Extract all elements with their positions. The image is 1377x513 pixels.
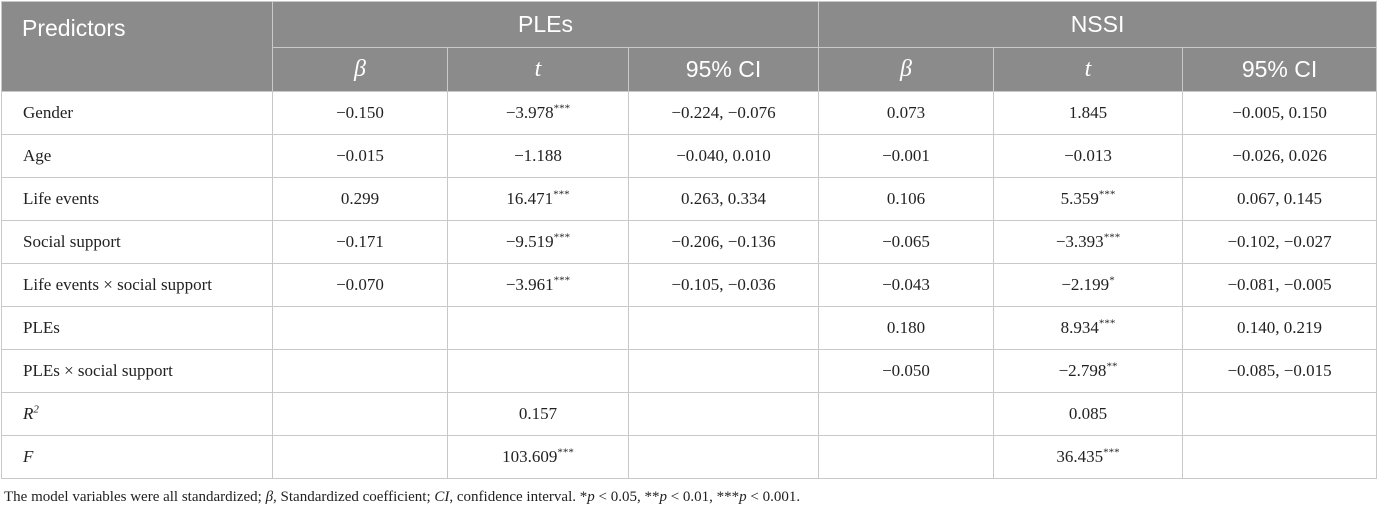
cell-nssi-t: −2.798** [993, 349, 1184, 393]
row-label: R2 [1, 392, 273, 436]
cell-ples-ci [627, 392, 820, 436]
cell-ples-t: 103.609*** [447, 435, 629, 479]
cell-nssi-beta: −0.050 [818, 349, 995, 393]
cell-nssi-t: −0.013 [993, 134, 1184, 178]
header-ples-beta: β [272, 47, 448, 92]
cell-nssi-beta: −0.001 [818, 134, 995, 178]
cell-ples-t: −3.961*** [447, 263, 629, 307]
cell-nssi-t: 0.085 [993, 392, 1184, 436]
row-label: Gender [1, 91, 273, 135]
cell-ples-ci [627, 349, 820, 393]
cell-ples-ci: 0.263, 0.334 [627, 177, 820, 221]
table-row: Life events × social support −0.070 −3.961… [1, 263, 1377, 307]
cell-ples-t: 16.471*** [447, 177, 629, 221]
cell-ples-beta [272, 349, 448, 393]
row-label: PLEs × social support [1, 349, 273, 393]
table-row: PLEs 0.180 8.934*** 0.140, 0.219 [1, 306, 1377, 350]
cell-nssi-beta: 0.180 [818, 306, 995, 350]
table-header: Predictors PLEs NSSI β t 95% CI β t 95% … [1, 1, 1377, 92]
cell-ples-ci [627, 435, 820, 479]
cell-ples-beta: −0.070 [272, 263, 448, 307]
header-nssi-beta: β [818, 47, 995, 92]
header-nssi-t: t [993, 47, 1184, 92]
header-group-ples: PLEs [271, 1, 820, 48]
table-footnote: The model variables were all standardize… [4, 489, 801, 505]
cell-ples-ci [627, 306, 820, 350]
cell-ples-beta: −0.015 [272, 134, 448, 178]
cell-nssi-t: −2.199* [993, 263, 1184, 307]
cell-nssi-beta: 0.073 [818, 91, 995, 135]
cell-nssi-beta [818, 435, 995, 479]
cell-ples-ci: −0.224, −0.076 [627, 91, 820, 135]
cell-ples-ci: −0.206, −0.136 [627, 220, 820, 264]
header-predictors: Predictors [1, 1, 273, 92]
cell-ples-ci: −0.040, 0.010 [627, 134, 820, 178]
cell-nssi-beta: −0.043 [818, 263, 995, 307]
table-row: Life events 0.299 16.471*** 0.263, 0.334 0.1… [1, 177, 1377, 221]
header-group-nssi: NSSI [818, 1, 1377, 48]
row-label: Life events × social support [1, 263, 273, 307]
header-ples-t: t [447, 47, 629, 92]
cell-nssi-ci: −0.085, −0.015 [1182, 349, 1377, 393]
table-row: PLEs × social support −0.050 −2.798** −0.08… [1, 349, 1377, 393]
cell-nssi-t: 5.359*** [993, 177, 1184, 221]
cell-nssi-ci: −0.026, 0.026 [1182, 134, 1377, 178]
cell-ples-t: −1.188 [447, 134, 629, 178]
cell-nssi-ci: −0.005, 0.150 [1182, 91, 1377, 135]
table-row: Age −0.015 −1.188 −0.040, 0.010 −0.001 −0.013… [1, 134, 1377, 178]
cell-ples-beta [272, 306, 448, 350]
cell-ples-beta [272, 435, 448, 479]
table-row: R2 0.157 0.085 [1, 392, 1377, 436]
header-nssi-ci: 95% CI [1182, 47, 1377, 92]
cell-ples-beta: 0.299 [272, 177, 448, 221]
cell-nssi-ci: 0.067, 0.145 [1182, 177, 1377, 221]
row-label: Social support [1, 220, 273, 264]
cell-ples-t [447, 349, 629, 393]
cell-ples-t [447, 306, 629, 350]
cell-ples-beta [272, 392, 448, 436]
cell-nssi-beta: −0.065 [818, 220, 995, 264]
table-body: Gender −0.150 −3.978*** −0.224, −0.076 0.073… [1, 91, 1377, 479]
cell-nssi-t: 1.845 [993, 91, 1184, 135]
cell-nssi-beta [818, 392, 995, 436]
cell-nssi-beta: 0.106 [818, 177, 995, 221]
cell-nssi-ci [1182, 435, 1377, 479]
row-label: F [1, 435, 273, 479]
cell-ples-t: 0.157 [447, 392, 629, 436]
row-label: Age [1, 134, 273, 178]
row-label: PLEs [1, 306, 273, 350]
cell-nssi-ci [1182, 392, 1377, 436]
cell-nssi-ci: −0.102, −0.027 [1182, 220, 1377, 264]
cell-nssi-ci: −0.081, −0.005 [1182, 263, 1377, 307]
cell-ples-beta: −0.171 [272, 220, 448, 264]
cell-nssi-t: 8.934*** [993, 306, 1184, 350]
row-label: Life events [1, 177, 273, 221]
cell-ples-ci: −0.105, −0.036 [627, 263, 820, 307]
cell-nssi-t: −3.393*** [993, 220, 1184, 264]
cell-ples-t: −3.978*** [447, 91, 629, 135]
cell-ples-beta: −0.150 [272, 91, 448, 135]
cell-nssi-t: 36.435*** [993, 435, 1184, 479]
header-ples-ci: 95% CI [627, 47, 820, 92]
table-row: F 103.609*** 36.435*** [1, 435, 1377, 479]
table-row: Gender −0.150 −3.978*** −0.224, −0.076 0.073… [1, 91, 1377, 135]
regression-table: Predictors PLEs NSSI β t 95% CI β t 95% … [1, 1, 1377, 479]
cell-ples-t: −9.519*** [447, 220, 629, 264]
table-row: Social support −0.171 −9.519*** −0.206, −0.… [1, 220, 1377, 264]
cell-nssi-ci: 0.140, 0.219 [1182, 306, 1377, 350]
